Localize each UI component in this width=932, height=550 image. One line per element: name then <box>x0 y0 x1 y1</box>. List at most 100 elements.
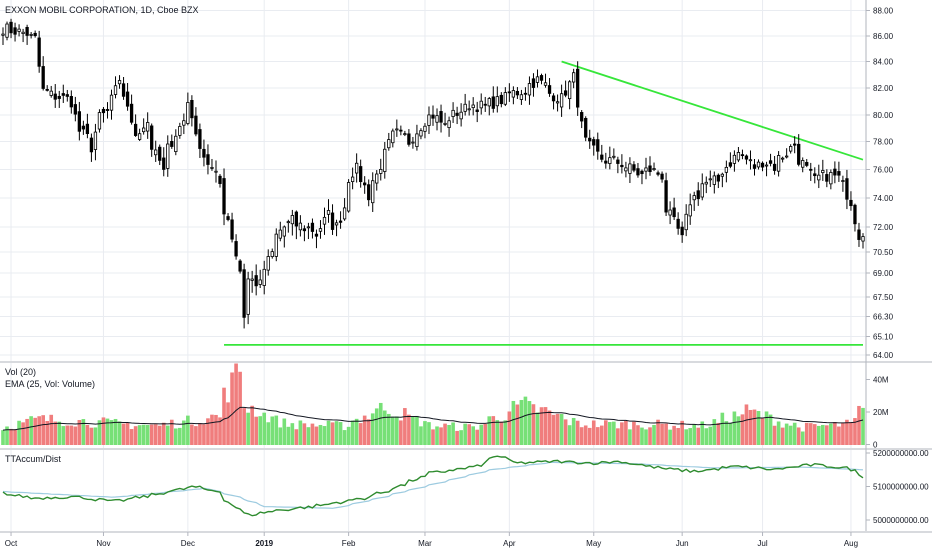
volume-bar[interactable] <box>61 426 66 445</box>
candle-body[interactable] <box>218 175 222 184</box>
volume-bar[interactable] <box>792 422 797 445</box>
candle-body[interactable] <box>302 228 307 232</box>
volume-bar[interactable] <box>660 423 664 445</box>
candle-body[interactable] <box>700 183 704 198</box>
volume-bar[interactable] <box>829 423 833 445</box>
volume-bar[interactable] <box>772 425 777 445</box>
candle-body[interactable] <box>411 141 415 144</box>
candle-body[interactable] <box>704 181 708 185</box>
volume-bar[interactable] <box>680 420 684 445</box>
candle-body[interactable] <box>716 174 720 182</box>
candle-body[interactable] <box>77 111 82 132</box>
candle-body[interactable] <box>178 126 182 136</box>
volume-bar[interactable] <box>330 422 335 445</box>
volume-bar[interactable] <box>853 418 857 445</box>
candle-body[interactable] <box>455 112 459 116</box>
candle-body[interactable] <box>105 109 110 111</box>
candle-body[interactable] <box>423 125 427 132</box>
volume-bar[interactable] <box>161 422 166 445</box>
candle-body[interactable] <box>234 241 238 257</box>
candle-body[interactable] <box>210 167 214 169</box>
volume-bar[interactable] <box>543 407 548 445</box>
volume-bar[interactable] <box>668 429 672 445</box>
candle-body[interactable] <box>383 148 387 172</box>
volume-bar[interactable] <box>391 416 395 445</box>
candle-body[interactable] <box>266 256 270 271</box>
volume-bar[interactable] <box>652 424 656 445</box>
candle-body[interactable] <box>198 129 202 149</box>
candle-body[interactable] <box>113 85 118 95</box>
candle-body[interactable] <box>443 122 447 125</box>
candle-body[interactable] <box>652 168 656 171</box>
candle-body[interactable] <box>322 216 327 225</box>
volume-bar[interactable] <box>334 421 339 445</box>
volume-bar[interactable] <box>310 423 315 445</box>
candle-body[interactable] <box>399 129 403 132</box>
volume-bar[interactable] <box>314 426 319 445</box>
volume-bar[interactable] <box>495 420 500 445</box>
candle-body[interactable] <box>262 268 266 286</box>
volume-bar[interactable] <box>93 427 98 445</box>
volume-bar[interactable] <box>463 423 467 445</box>
volume-bar[interactable] <box>716 422 721 445</box>
candle-body[interactable] <box>720 173 724 177</box>
candle-body[interactable] <box>174 135 178 152</box>
candle-body[interactable] <box>567 81 572 100</box>
volume-bar[interactable] <box>117 421 122 445</box>
volume-bar[interactable] <box>306 427 311 445</box>
volume-bar[interactable] <box>764 411 769 445</box>
volume-bar[interactable] <box>49 414 54 445</box>
volume-bar[interactable] <box>242 408 246 445</box>
volume-bar[interactable] <box>374 408 379 445</box>
candle-body[interactable] <box>760 162 765 168</box>
candle-body[interactable] <box>805 162 809 166</box>
volume-bar[interactable] <box>182 420 186 445</box>
volume-bar[interactable] <box>487 416 492 445</box>
volume-bar[interactable] <box>294 429 299 445</box>
candle-body[interactable] <box>439 111 443 123</box>
candle-body[interactable] <box>475 109 479 112</box>
volume-bar[interactable] <box>579 427 584 445</box>
candle-body[interactable] <box>752 164 757 169</box>
trendline[interactable] <box>561 60 864 161</box>
candle-body[interactable] <box>499 94 503 105</box>
volume-bar[interactable] <box>57 421 62 445</box>
volume-bar[interactable] <box>298 420 303 445</box>
volume-bar[interactable] <box>129 429 134 445</box>
volume-bar[interactable] <box>684 429 688 445</box>
volume-bar[interactable] <box>77 420 82 445</box>
candle-body[interactable] <box>523 92 528 95</box>
candle-body[interactable] <box>563 90 568 96</box>
candle-body[interactable] <box>527 83 532 96</box>
volume-bar[interactable] <box>33 417 37 445</box>
candle-body[interactable] <box>45 88 49 91</box>
candle-body[interactable] <box>246 278 250 315</box>
candle-body[interactable] <box>137 133 142 140</box>
volume-bar[interactable] <box>664 423 668 445</box>
volume-bar[interactable] <box>322 426 327 445</box>
volume-bar[interactable] <box>708 426 713 445</box>
volume-bar[interactable] <box>632 421 636 445</box>
price-candles[interactable] <box>1 18 865 329</box>
candle-body[interactable] <box>371 180 375 204</box>
volume-bar[interactable] <box>69 425 74 445</box>
candle-body[interactable] <box>467 108 471 111</box>
volume-bar[interactable] <box>105 418 110 445</box>
volume-bar[interactable] <box>624 420 628 445</box>
candle-body[interactable] <box>672 207 676 218</box>
volume-bar[interactable] <box>800 431 805 445</box>
candle-body[interactable] <box>580 112 584 122</box>
volume-bar[interactable] <box>503 420 508 445</box>
volume-bar[interactable] <box>21 422 25 445</box>
candle-body[interactable] <box>688 204 692 217</box>
candle-body[interactable] <box>326 210 331 215</box>
candle-body[interactable] <box>1 33 5 36</box>
candle-body[interactable] <box>829 172 833 185</box>
volume-bar[interactable] <box>511 400 516 445</box>
candle-body[interactable] <box>379 168 383 174</box>
candle-body[interactable] <box>732 154 737 164</box>
volume-bar[interactable] <box>431 429 435 445</box>
candle-body[interactable] <box>158 146 162 161</box>
candle-body[interactable] <box>555 101 560 104</box>
